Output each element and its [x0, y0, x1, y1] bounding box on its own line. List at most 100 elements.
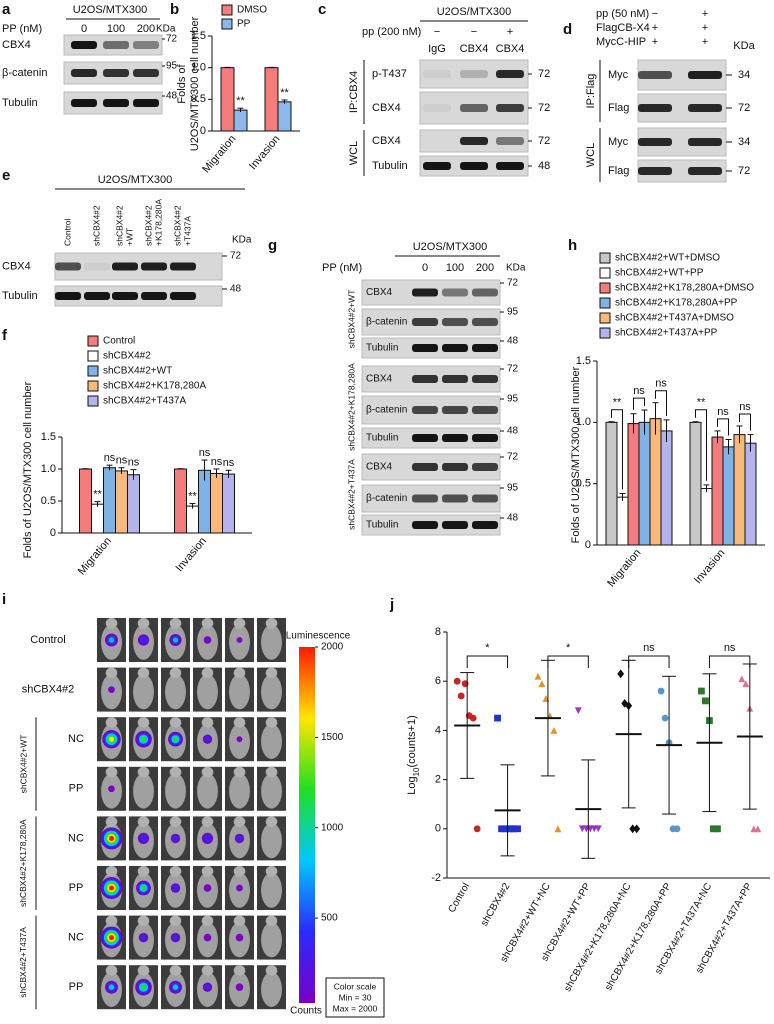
mouse-body	[133, 674, 154, 710]
signal	[108, 885, 115, 891]
band	[638, 167, 672, 175]
x-tick-label: Migration	[200, 133, 238, 175]
signal	[108, 984, 115, 990]
y-tick-label: 1.5	[41, 431, 56, 443]
signal	[236, 637, 243, 643]
row-label: CBX4	[366, 287, 393, 298]
bar	[605, 421, 618, 546]
row-label: β-catenin	[366, 317, 407, 328]
panel-label: a	[2, 1, 11, 18]
bar	[722, 446, 735, 546]
sign: +	[702, 36, 708, 48]
bar	[220, 67, 235, 132]
legend-label: shCBX4#2	[103, 351, 151, 362]
kda-marker: 34	[738, 136, 750, 148]
sign: +	[702, 22, 708, 34]
mouse-head	[265, 667, 278, 679]
bar	[711, 436, 724, 546]
band	[460, 104, 488, 112]
bracket	[466, 655, 509, 668]
y-axis-label: Folds of U2OS/MTX300 cell number	[570, 366, 582, 543]
signal	[140, 984, 147, 990]
y-tick-label: -2	[431, 872, 441, 884]
bracket	[628, 655, 670, 668]
bar	[222, 473, 235, 534]
band	[133, 99, 159, 107]
legend-swatch	[599, 312, 611, 324]
legend-label: shCBX4#2+WT	[103, 366, 172, 377]
band	[55, 292, 81, 300]
band	[55, 262, 81, 271]
bar	[689, 421, 702, 546]
band	[442, 406, 468, 414]
band	[442, 375, 468, 383]
bar	[627, 423, 640, 546]
legend-label: PP	[237, 19, 251, 30]
point	[469, 714, 477, 722]
row-label: PP	[69, 783, 84, 795]
colorbar-tick-label: 500	[321, 913, 338, 924]
signal	[108, 835, 115, 841]
significance: ns	[199, 447, 211, 459]
y-axis-label: Folds of	[176, 63, 188, 103]
signal	[203, 884, 212, 892]
mouse-head	[169, 766, 182, 778]
sign: −	[652, 8, 658, 20]
scale-title: Color scale	[334, 981, 377, 991]
significance: **	[236, 95, 245, 107]
band	[472, 288, 498, 297]
colorbar	[299, 647, 315, 1003]
band	[638, 71, 672, 79]
scale-min: Min = 30	[339, 992, 372, 1002]
significance: **	[188, 490, 197, 502]
colorbar-tick-label: 1500	[321, 732, 344, 743]
panel-label: e	[2, 167, 10, 184]
mouse-body	[261, 674, 282, 710]
y-tick-label: 1.0	[191, 62, 206, 74]
sign: −	[471, 26, 477, 38]
mouse-head	[105, 915, 118, 927]
point	[661, 714, 669, 722]
band	[412, 521, 438, 529]
band	[412, 288, 438, 297]
band	[103, 41, 129, 49]
band	[112, 262, 138, 271]
lane-label: IgG	[428, 43, 446, 55]
legend-label: shCBX4#2+K178,280A	[103, 381, 206, 392]
panel-label: f	[2, 327, 8, 344]
signal	[140, 934, 147, 941]
bar	[616, 496, 629, 546]
legend-label: DMSO	[237, 5, 267, 16]
group-label: IP:Flag	[585, 74, 597, 109]
mouse-head	[233, 816, 246, 827]
significance: ns	[128, 457, 140, 469]
band	[71, 69, 97, 77]
point	[617, 669, 625, 679]
mouse-body	[165, 773, 186, 809]
lane-label: +WT	[124, 228, 134, 246]
point	[534, 672, 542, 680]
kda-label: KDa	[232, 235, 252, 246]
panel-label: j	[389, 596, 394, 613]
bracket	[739, 413, 751, 431]
kda-marker: 95	[507, 483, 519, 494]
treatment-label: MycC-HIP	[596, 36, 646, 48]
y-tick-label: 1.5	[576, 355, 591, 367]
signal	[236, 736, 243, 743]
kda-marker: 48	[507, 426, 519, 437]
point	[514, 825, 521, 833]
legend-swatch	[87, 395, 99, 407]
mouse-body	[133, 773, 154, 809]
band	[141, 292, 167, 300]
row-label: CBX4	[372, 135, 401, 147]
point	[714, 825, 721, 833]
band	[412, 344, 438, 352]
band	[460, 70, 488, 78]
mouse-head	[233, 915, 246, 927]
bar	[174, 468, 187, 534]
lane-label: shCBX4#2	[143, 205, 153, 246]
mouse-head	[265, 717, 278, 728]
bar	[264, 67, 279, 132]
band	[423, 104, 451, 112]
row-label: Myc	[608, 136, 629, 148]
